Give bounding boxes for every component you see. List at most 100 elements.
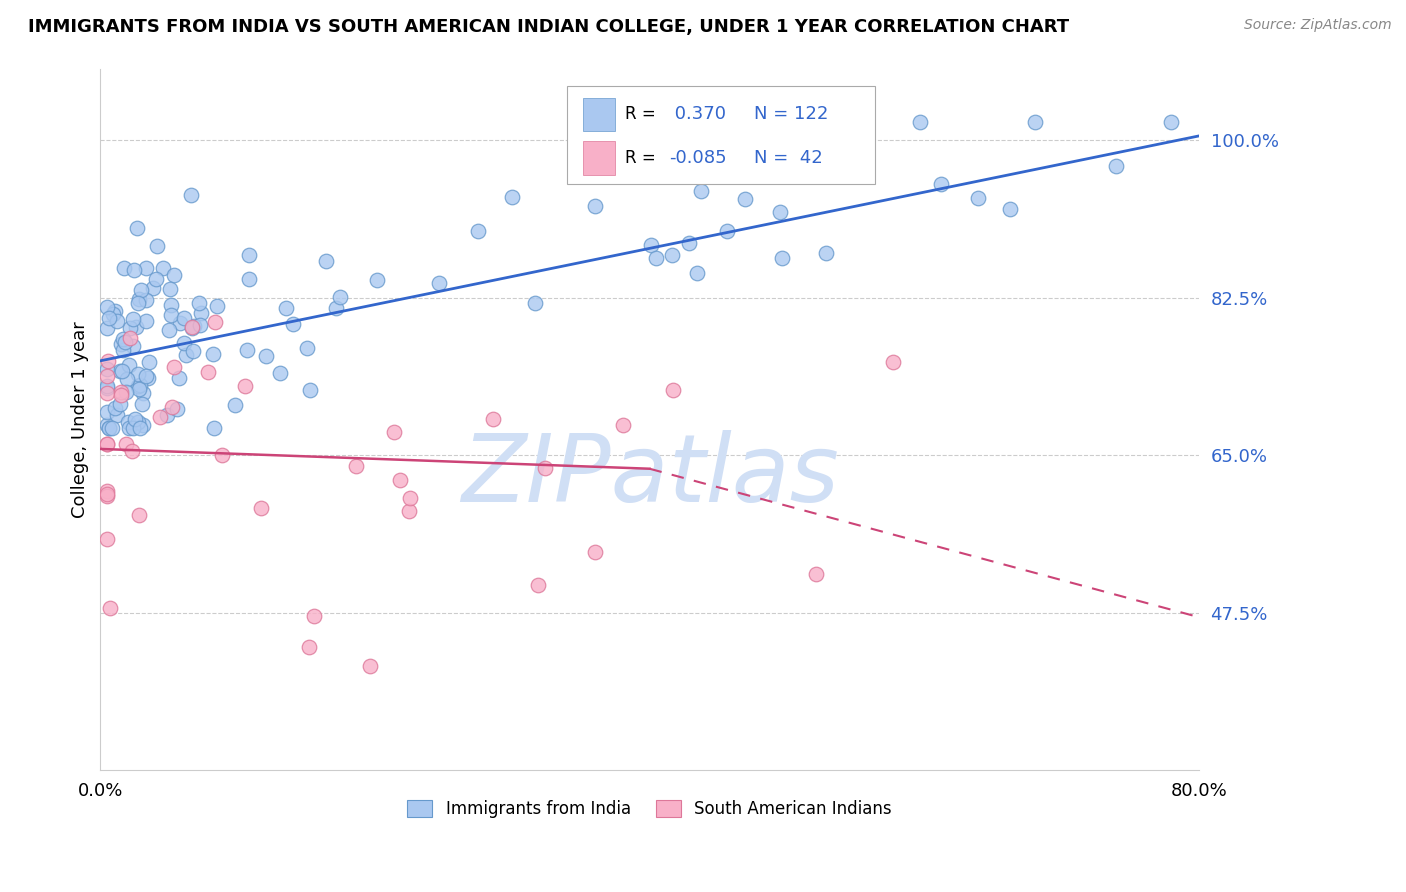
Point <box>180 187 202 202</box>
Point <box>128 508 150 523</box>
Point <box>908 115 931 129</box>
Point <box>929 177 952 191</box>
Text: Source: ZipAtlas.com: Source: ZipAtlas.com <box>1244 18 1392 32</box>
Point <box>583 199 606 213</box>
Point <box>96 378 118 392</box>
Point <box>163 360 186 375</box>
Point <box>115 385 138 400</box>
Point <box>98 421 121 435</box>
Text: R =: R = <box>626 105 657 123</box>
Point <box>190 306 212 320</box>
Point <box>152 260 174 275</box>
Point <box>96 532 118 546</box>
Point <box>661 248 683 262</box>
Point <box>132 418 155 433</box>
FancyBboxPatch shape <box>567 86 875 185</box>
Point <box>482 412 505 426</box>
Point <box>166 402 188 417</box>
Point <box>110 337 132 351</box>
Point <box>315 253 337 268</box>
Point <box>146 238 169 252</box>
Point <box>325 301 347 315</box>
Point <box>117 415 139 429</box>
Point <box>187 296 209 310</box>
Point <box>201 347 224 361</box>
Point <box>818 166 841 180</box>
Point <box>645 251 668 265</box>
Point <box>183 343 205 358</box>
Point <box>160 400 183 414</box>
Point <box>359 659 381 673</box>
Point <box>769 205 792 219</box>
Point <box>97 354 120 368</box>
Text: IMMIGRANTS FROM INDIA VS SOUTH AMERICAN INDIAN COLLEGE, UNDER 1 YEAR CORRELATION: IMMIGRANTS FROM INDIA VS SOUTH AMERICAN … <box>28 18 1069 36</box>
Point <box>298 383 321 397</box>
Point <box>98 421 121 435</box>
Point <box>96 381 118 395</box>
Point <box>103 401 125 416</box>
Point <box>427 276 450 290</box>
Point <box>183 318 205 333</box>
Point <box>111 364 134 378</box>
Point <box>526 578 548 592</box>
Text: -0.085: -0.085 <box>669 149 727 167</box>
Point <box>115 437 138 451</box>
Point <box>173 310 195 325</box>
Point <box>329 290 352 304</box>
Point <box>1160 115 1182 129</box>
Point <box>174 348 197 362</box>
Point <box>96 362 118 376</box>
Point <box>125 320 148 334</box>
Point <box>197 365 219 379</box>
Text: N = 122: N = 122 <box>754 105 828 123</box>
Point <box>135 261 157 276</box>
Point <box>690 185 713 199</box>
Point <box>205 299 228 313</box>
Point <box>384 425 406 439</box>
Point <box>734 192 756 206</box>
Point <box>127 416 149 430</box>
Point <box>125 221 148 235</box>
Point <box>132 386 155 401</box>
Point <box>747 125 769 139</box>
Point <box>136 371 159 385</box>
Point <box>118 331 141 345</box>
Point <box>160 309 183 323</box>
Point <box>467 224 489 238</box>
Point <box>157 323 180 337</box>
Point <box>686 267 709 281</box>
Point <box>233 378 256 392</box>
Point <box>167 371 190 385</box>
Point <box>297 341 319 355</box>
Point <box>96 487 118 501</box>
Point <box>142 281 165 295</box>
Point <box>122 312 145 326</box>
Text: 0.370: 0.370 <box>669 105 727 123</box>
Point <box>112 260 135 275</box>
Point <box>366 273 388 287</box>
Point <box>98 310 121 325</box>
Point <box>145 272 167 286</box>
Point <box>1105 160 1128 174</box>
Point <box>281 317 304 331</box>
Point <box>155 408 177 422</box>
Point <box>716 224 738 238</box>
Point <box>399 491 422 506</box>
Point <box>135 293 157 307</box>
Point <box>131 284 153 298</box>
Point <box>612 418 634 433</box>
Point <box>882 355 904 369</box>
Point <box>806 566 828 581</box>
Point <box>105 408 128 422</box>
Point <box>249 500 271 515</box>
Text: ZIPatlas: ZIPatlas <box>461 430 838 521</box>
Point <box>122 263 145 277</box>
Point <box>131 396 153 410</box>
Point <box>1024 115 1046 129</box>
Point <box>1000 202 1022 216</box>
Point <box>101 307 124 321</box>
Point <box>814 245 837 260</box>
Point <box>501 190 523 204</box>
FancyBboxPatch shape <box>582 97 616 131</box>
Point <box>585 545 607 559</box>
